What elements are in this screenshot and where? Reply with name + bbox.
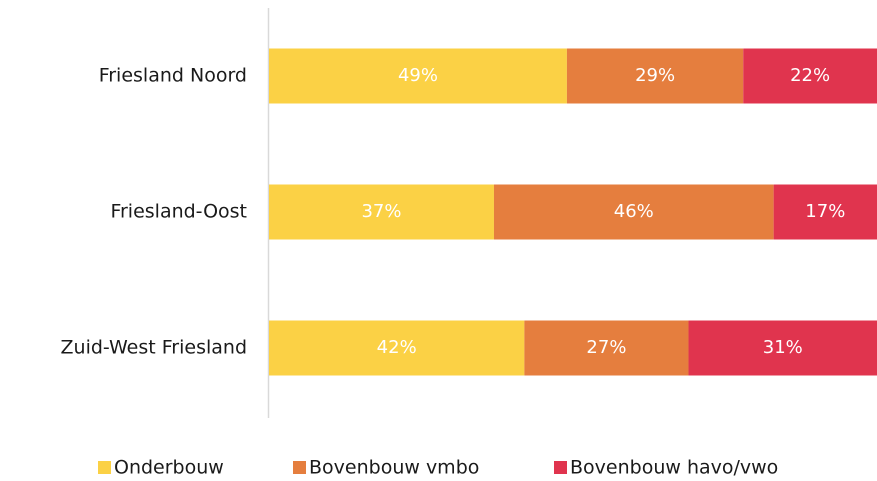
data-label: 27%: [586, 337, 626, 358]
data-label: 46%: [614, 201, 654, 222]
data-label: 42%: [377, 337, 417, 358]
bar-segment: [269, 184, 494, 240]
legend-label: Bovenbouw vmbo: [309, 457, 479, 479]
data-label: 22%: [790, 65, 830, 86]
legend-swatch: [554, 461, 567, 474]
bar-segment: [688, 320, 877, 376]
bar-segment: [524, 320, 689, 376]
data-label: 49%: [398, 65, 438, 86]
category-label: Friesland-Oost: [110, 201, 247, 223]
data-label: 17%: [805, 201, 845, 222]
legend-label: Onderbouw: [114, 457, 224, 479]
bar-segment: [269, 48, 567, 104]
legend-swatch: [293, 461, 306, 474]
bar-segment: [493, 184, 774, 240]
data-label: 31%: [763, 337, 803, 358]
bar-segment: [743, 48, 877, 104]
data-label: 37%: [361, 201, 401, 222]
bar-segment: [773, 184, 877, 240]
data-label: 29%: [635, 65, 675, 86]
legend-label: Bovenbouw havo/vwo: [570, 457, 778, 479]
category-label: Friesland Noord: [99, 65, 247, 87]
category-label: Zuid-West Friesland: [61, 337, 247, 359]
legend-swatch: [98, 461, 111, 474]
bar-segment: [566, 48, 744, 104]
bar-segment: [269, 320, 525, 376]
